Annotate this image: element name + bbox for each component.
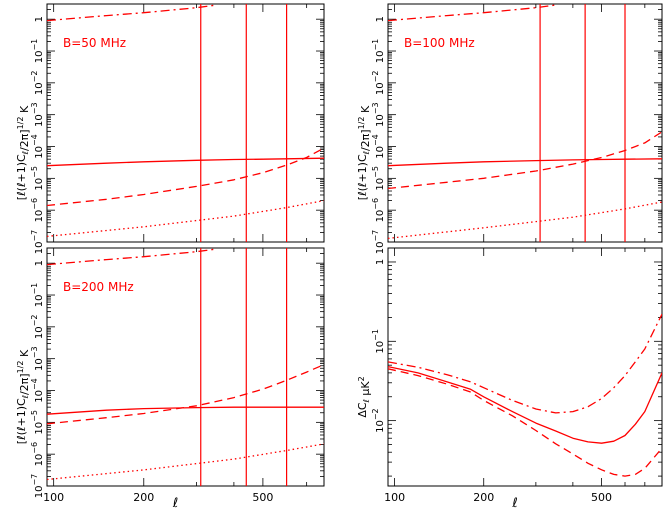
- series-dashdot: [388, 4, 556, 22]
- chart-panel-4: 100 200 500 10−2 10−1 1 ℓ ΔCℓ μK2: [356, 247, 663, 511]
- y-tick-label: 10−4: [371, 134, 386, 159]
- y-tick-label: 10−3: [371, 102, 386, 127]
- series-dotted: [47, 199, 324, 238]
- chart-panel-1: 10−7 10−6 10−5 10−4 10−3 10−2 10−1 1 [ℓ(ℓ+1)Cℓ/2…: [15, 3, 325, 255]
- series-solid: [47, 157, 324, 167]
- series-dashed: [388, 368, 662, 477]
- series-solid: [388, 365, 662, 444]
- series-dashed: [47, 364, 324, 425]
- plot-frame: [46, 247, 325, 487]
- y-tick-label: 10−7: [30, 230, 45, 255]
- series-solid: [47, 406, 324, 415]
- y-tick-label: 10−6: [30, 198, 45, 223]
- series-dashdot: [388, 313, 662, 414]
- plot-frame: [387, 3, 663, 243]
- x-axis-label: ℓ: [511, 496, 517, 511]
- plot-area: [388, 313, 662, 477]
- y-tick-label: 10−6: [371, 198, 386, 223]
- y-tick-label: 10−2: [30, 71, 45, 96]
- series-dashdot: [47, 4, 217, 22]
- panel-annotation: B=200 MHz: [63, 280, 134, 294]
- series-dotted: [388, 201, 662, 240]
- y-axis-label: ΔCℓ μK2: [356, 376, 372, 417]
- plot-frame: [46, 3, 325, 243]
- y-tick-label: 10−3: [30, 102, 45, 127]
- x-axis-label: ℓ: [172, 496, 178, 511]
- y-tick-label: 10−5: [30, 166, 45, 191]
- plot-area: [388, 4, 662, 242]
- series-solid: [388, 158, 662, 167]
- x-tick-label: 500: [252, 491, 273, 504]
- y-axis-label: [ℓ(ℓ+1)Cℓ/2π]1/2 K: [356, 105, 372, 200]
- y-tick-label: 10−3: [30, 346, 45, 371]
- y-tick-label: 10−1: [371, 329, 386, 354]
- chart-panel-3: 100 200 500 10−7 10−6 10−5 10−4 10−3 10−2 10−1 1 ℓ […: [15, 247, 325, 511]
- x-tick-label: 500: [591, 491, 612, 504]
- x-tick-label: 200: [133, 491, 154, 504]
- y-axis-label: [ℓ(ℓ+1)Cℓ/2π]1/2 K: [15, 349, 31, 444]
- plot-area: [47, 4, 324, 242]
- y-tick-label: 10−7: [371, 230, 386, 255]
- y-axis-label: [ℓ(ℓ+1)Cℓ/2π]1/2 K: [15, 105, 31, 200]
- series-dashed: [47, 147, 324, 207]
- series-dashed: [388, 131, 662, 190]
- plot-frame: [387, 247, 663, 487]
- y-tick-label: 10−5: [30, 410, 45, 435]
- y-tick-label: 10−1: [30, 283, 45, 308]
- y-tick-label: 1: [34, 260, 45, 266]
- y-tick-label: 10−2: [371, 408, 386, 433]
- series-dashdot: [47, 248, 217, 266]
- panel-annotation: B=100 MHz: [404, 36, 475, 50]
- y-tick-label: 10−4: [30, 378, 45, 403]
- series-dotted: [47, 443, 324, 481]
- chart-panel-2: 10−7 10−6 10−5 10−4 10−3 10−2 10−1 1 [ℓ(ℓ+1)Cℓ/2…: [356, 3, 663, 255]
- y-tick-label: 10−2: [30, 315, 45, 340]
- y-tick-label: 10−7: [30, 474, 45, 499]
- y-tick-label: 10−4: [30, 134, 45, 159]
- y-tick-label: 1: [34, 16, 45, 22]
- panel-annotation: B=50 MHz: [63, 36, 126, 50]
- y-tick-label: 1: [375, 259, 386, 265]
- y-tick-label: 10−6: [30, 442, 45, 467]
- y-tick-label: 10−2: [371, 71, 386, 96]
- y-tick-label: 10−1: [30, 39, 45, 64]
- plot-area: [47, 248, 324, 486]
- y-tick-label: 1: [375, 16, 386, 22]
- x-tick-label: 100: [43, 491, 64, 504]
- y-tick-label: 10−5: [371, 166, 386, 191]
- x-tick-label: 200: [473, 491, 494, 504]
- x-tick-label: 100: [384, 491, 405, 504]
- y-tick-label: 10−1: [371, 39, 386, 64]
